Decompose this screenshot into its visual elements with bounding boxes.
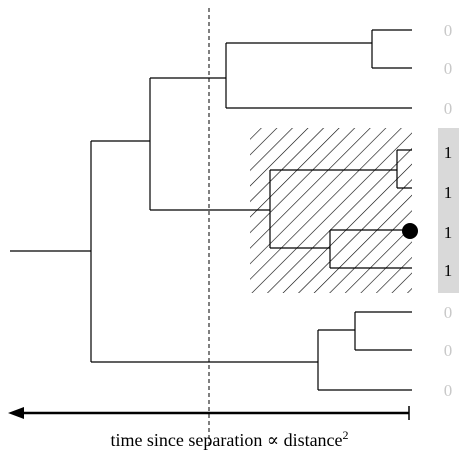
leaf-label-8: 0 — [444, 303, 453, 322]
leaf-label-3: 0 — [444, 99, 453, 118]
time-axis-arrow — [8, 406, 410, 420]
tree-branches — [10, 29, 412, 391]
marker-dot — [402, 223, 418, 239]
caption-exponent: 2 — [342, 428, 349, 442]
leaf-label-10: 0 — [444, 381, 453, 400]
leaf-label-9: 0 — [444, 341, 453, 360]
hatched-region — [250, 128, 412, 293]
leaf-label-1: 0 — [444, 21, 453, 40]
axis-caption: time since separation ∝ distance2 — [110, 428, 349, 450]
leaf-label-4: 1 — [444, 143, 453, 162]
leaf-label-7: 1 — [444, 261, 453, 280]
leaf-label-6: 1 — [444, 223, 453, 242]
leaf-label-2: 0 — [444, 59, 453, 78]
leaf-label-5: 1 — [444, 183, 453, 202]
highlight-band — [438, 128, 459, 293]
